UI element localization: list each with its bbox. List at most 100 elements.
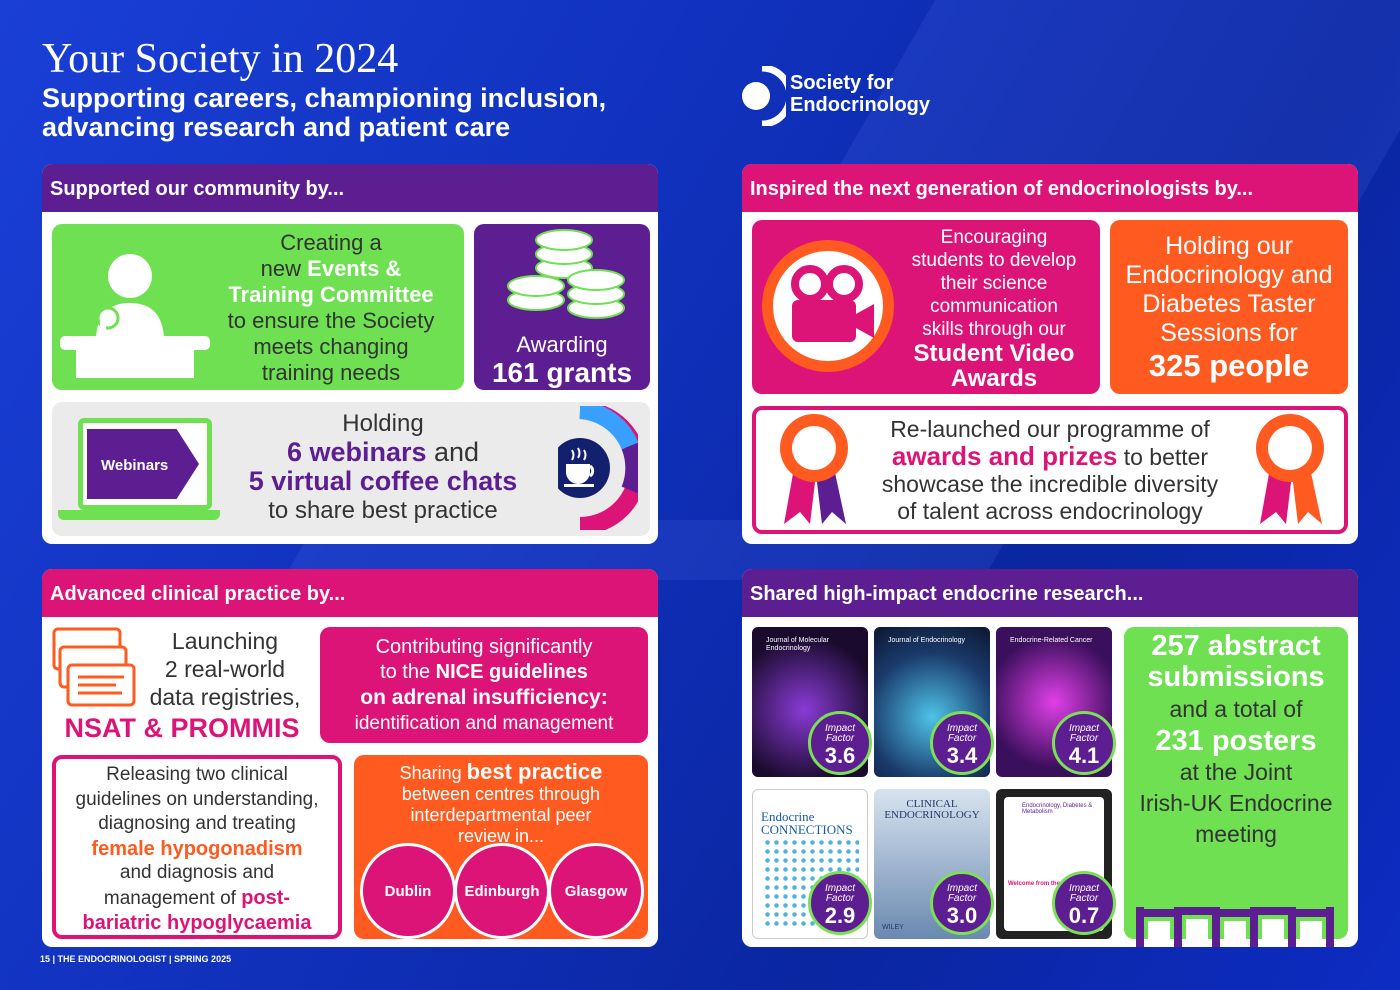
guidelines-card: Releasing two clinical guidelines on und…: [52, 755, 342, 939]
text-span: and: [426, 437, 480, 467]
text-line: Re-launched our programme of: [890, 416, 1210, 442]
highlight: Events &: [307, 256, 402, 281]
nice-card: Contributing significantly to the NICE g…: [320, 627, 648, 743]
community-panel: Supported our community by... Creating a…: [42, 164, 658, 544]
highlight: 325 people: [1148, 348, 1310, 383]
coffee-cup-icon: [558, 406, 638, 530]
registries-highlight: NSAT & PROMMIS: [64, 713, 300, 743]
impact-value: 3.6: [824, 743, 856, 768]
impact-value: 0.7: [1068, 903, 1100, 928]
registries-text: Launching 2 real-world data registries,: [140, 627, 310, 711]
text-line: Diabetes Taster: [1142, 290, 1316, 318]
panel-heading: Inspired the next generation of endocrin…: [742, 164, 1358, 212]
text-line: Contributing significantly: [375, 636, 593, 658]
page-footer: 15 | THE ENDOCRINOLOGIST | SPRING 2025: [40, 954, 232, 964]
journal-title: Journal of Molecular Endocrinology: [766, 637, 830, 652]
coins-icon: [507, 229, 625, 319]
impact-label: Factor: [825, 733, 855, 744]
journal-title: Journal of Endocrinology: [888, 637, 966, 644]
text-line: of talent across endocrinology: [897, 498, 1203, 524]
page-title: Your Society in 2024: [42, 36, 399, 82]
inspired-panel: Inspired the next generation of endocrin…: [742, 164, 1358, 544]
impact-value: 3.4: [946, 743, 978, 768]
documents-icon: [52, 627, 136, 707]
rosette-icon: [780, 414, 848, 524]
impact-label: Factor: [947, 733, 977, 744]
text-line: to ensure the Society: [227, 308, 435, 333]
text-line: communication: [930, 296, 1058, 317]
awards-text: Re-launched our programme of awards and …: [852, 416, 1248, 525]
journal-title: Endocrine CONNECTIONS: [761, 809, 853, 837]
laptop-screen: Webinars: [78, 418, 212, 510]
text-line: guidelines on understanding,: [75, 788, 319, 810]
committee-card: Creating a new Events & Training Committ…: [52, 224, 464, 390]
text-line: between centres through: [401, 784, 601, 804]
impact-value: 2.9: [824, 903, 856, 928]
impact-label: Impact: [1068, 723, 1099, 734]
peer-review-card: Sharing best practice between centres th…: [354, 755, 648, 939]
video-awards-card: Encouraging students to develop their sc…: [752, 220, 1100, 394]
video-camera-icon: [762, 240, 894, 372]
highlight: best practice: [466, 759, 603, 784]
text-span: to better: [1117, 444, 1209, 470]
video-awards-text: Encouraging students to develop their sc…: [896, 226, 1092, 391]
impact-badge: Impact Factor 2.9: [808, 871, 872, 935]
grants-card: Awarding 161 grants: [474, 224, 650, 390]
logo-line: Endocrinology: [790, 94, 930, 116]
impact-value: 4.1: [1068, 743, 1100, 768]
text-span: management of: [103, 887, 242, 909]
impact-label: Impact: [824, 723, 855, 734]
welcome-text: Welcome from the: [1008, 881, 1060, 887]
awards-card: Re-launched our programme of awards and …: [752, 406, 1348, 534]
impact-label: Factor: [1069, 893, 1099, 904]
text-line: management of post-: [56, 886, 338, 912]
city-edinburgh: Edinburgh: [454, 843, 550, 939]
highlight: NICE guidelines: [435, 661, 588, 683]
text-line: Launching: [171, 628, 279, 654]
city-dublin: Dublin: [360, 843, 456, 939]
impact-label: Impact: [1068, 883, 1099, 894]
text-line: 2 real-world: [164, 656, 286, 682]
text-span: new: [260, 256, 308, 281]
webinars-arrow: [87, 429, 199, 499]
highlight: on adrenal insufficiency:: [360, 686, 608, 709]
text-line: to share best practice: [268, 497, 498, 524]
webinars-label: Webinars: [101, 457, 169, 474]
rosette-icon: [1256, 414, 1324, 524]
impact-badge: Impact Factor 0.7: [1052, 871, 1116, 935]
text-line: Holding: [342, 410, 424, 437]
journal-title: Endocrine-Related Cancer: [1010, 637, 1093, 644]
impact-badge: Impact Factor 3.0: [930, 871, 994, 935]
text-line: meets changing: [253, 334, 409, 359]
impact-label: Impact: [824, 883, 855, 894]
text-line: at the Joint: [1179, 759, 1293, 785]
text-line: to the NICE guidelines: [320, 660, 648, 685]
text-line: Irish-UK Endocrine: [1139, 790, 1333, 816]
impact-label: Impact: [946, 723, 977, 734]
text-line: interdepartmental peer: [410, 805, 592, 825]
logo-line: Society for: [790, 72, 894, 94]
text-line: awards and prizes to better: [852, 443, 1248, 471]
text-line: Sessions for: [1160, 319, 1298, 347]
text-line: data registries,: [149, 684, 301, 710]
panel-heading: Advanced clinical practice by...: [42, 569, 658, 617]
highlight: 231 posters: [1155, 725, 1317, 757]
text-line: Endocrinology and: [1125, 261, 1333, 289]
panel-heading: Shared high-impact endocrine research...: [742, 569, 1358, 617]
impact-badge: Impact Factor 4.1: [1052, 711, 1116, 775]
text-line: Awarding: [516, 332, 608, 357]
text-line: their science: [940, 273, 1048, 294]
highlight: submissions: [1147, 661, 1325, 693]
highlight: Student Video: [913, 340, 1075, 367]
highlight: female hypogonadism: [91, 837, 303, 860]
highlight: post-: [241, 886, 291, 909]
text-line: meeting: [1195, 821, 1277, 847]
highlight: 6 webinars: [286, 437, 427, 467]
impact-label: Impact: [946, 883, 977, 894]
text-line: 6 webinars and: [218, 438, 548, 466]
committee-text: Creating a new Events & Training Committ…: [192, 230, 470, 386]
text-line: Encouraging: [940, 227, 1048, 248]
text-line: identification and management: [354, 713, 614, 734]
research-panel: Shared high-impact endocrine research...…: [742, 569, 1358, 947]
subtitle-line: advancing research and patient care: [42, 112, 511, 142]
